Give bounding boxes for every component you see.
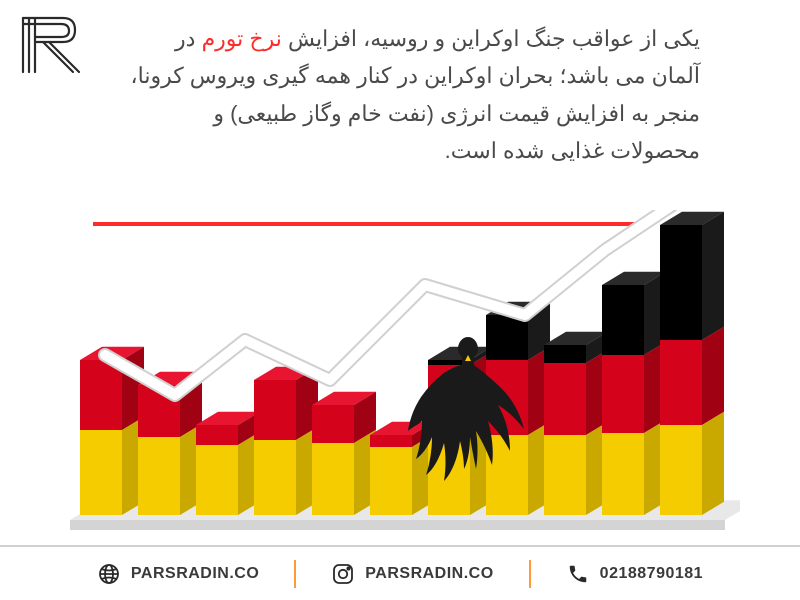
- footer-instagram: PARSRADIN.CO: [296, 562, 528, 586]
- phone-icon: [566, 562, 590, 586]
- main-text: یکی از عواقب جنگ اوکراین و روسیه، افزایش…: [130, 20, 700, 170]
- footer-instagram-text: PARSRADIN.CO: [365, 565, 493, 583]
- footer-website: PARSRADIN.CO: [62, 562, 294, 586]
- globe-icon: [97, 562, 121, 586]
- instagram-icon: [331, 562, 355, 586]
- text-highlight: نرخ تورم: [202, 26, 282, 51]
- inflation-chart: [60, 210, 740, 550]
- footer-phone: 02188790181: [531, 562, 738, 586]
- brand-logo: [15, 10, 90, 85]
- footer-website-text: PARSRADIN.CO: [131, 565, 259, 583]
- footer: PARSRADIN.CO PARSRADIN.CO 02188790181: [0, 545, 800, 600]
- footer-phone-text: 02188790181: [600, 565, 703, 583]
- text-part1: یکی از عواقب جنگ اوکراین و روسیه، افزایش: [282, 26, 700, 51]
